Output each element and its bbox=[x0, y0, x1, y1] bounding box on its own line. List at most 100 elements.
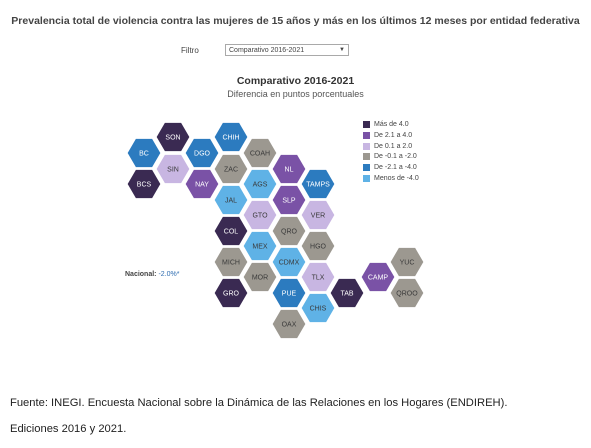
state-hex-son[interactable]: SON bbox=[155, 121, 191, 153]
state-hex-shape bbox=[155, 153, 191, 185]
state-hex-shape bbox=[184, 137, 220, 169]
state-hex-cdmx[interactable]: CDMX bbox=[271, 246, 307, 278]
legend-label: De -0.1 a -2.0 bbox=[374, 153, 417, 161]
state-hex-shape bbox=[242, 230, 278, 262]
state-hex-shape bbox=[271, 246, 307, 278]
filter-label: Filtro bbox=[181, 46, 199, 55]
state-hex-label: SLP bbox=[282, 198, 296, 205]
state-hex-chih[interactable]: CHIH bbox=[213, 121, 249, 153]
state-hex-label: JAL bbox=[225, 198, 237, 205]
state-hex-hgo[interactable]: HGO bbox=[300, 230, 336, 262]
state-hex-pue[interactable]: PUE bbox=[271, 277, 307, 309]
legend-label: Menos de -4.0 bbox=[374, 174, 419, 182]
state-hex-shape bbox=[242, 168, 278, 200]
state-hex-chis[interactable]: CHIS bbox=[300, 292, 336, 324]
state-hex-shape bbox=[242, 137, 278, 169]
source-note: Fuente: INEGI. Encuesta Nacional sobre l… bbox=[10, 390, 507, 442]
state-hex-shape bbox=[242, 199, 278, 231]
state-hex-coah[interactable]: COAH bbox=[242, 137, 278, 169]
state-hex-label: GRO bbox=[223, 291, 240, 298]
state-hex-gto[interactable]: GTO bbox=[242, 199, 278, 231]
legend-swatch bbox=[363, 153, 370, 161]
state-hex-shape bbox=[389, 246, 425, 278]
state-hex-shape bbox=[271, 277, 307, 309]
state-hex-qro[interactable]: QRO bbox=[271, 215, 307, 247]
state-hex-nl[interactable]: NL bbox=[271, 153, 307, 185]
state-hex-nay[interactable]: NAY bbox=[184, 168, 220, 200]
state-hex-label: SON bbox=[165, 135, 180, 142]
state-hex-slp[interactable]: SLP bbox=[271, 184, 307, 216]
state-hex-tlx[interactable]: TLX bbox=[300, 261, 336, 293]
chart-subtitle: Diferencia en puntos porcentuales bbox=[227, 89, 364, 99]
state-hex-oax[interactable]: OAX bbox=[271, 308, 307, 340]
state-hex-tamps[interactable]: TAMPS bbox=[300, 168, 336, 200]
state-hex-dgo[interactable]: DGO bbox=[184, 137, 220, 169]
state-hex-shape bbox=[300, 168, 336, 200]
state-hex-shape bbox=[213, 277, 249, 309]
state-hex-label: YUC bbox=[400, 260, 415, 267]
state-hex-qroo[interactable]: QROO bbox=[389, 277, 425, 309]
state-hex-label: QRO bbox=[281, 229, 298, 236]
state-hex-shape bbox=[300, 199, 336, 231]
state-hex-shape bbox=[271, 184, 307, 216]
state-hex-mex[interactable]: MEX bbox=[242, 230, 278, 262]
filter-dropdown-value: Comparativo 2016-2021 bbox=[229, 47, 305, 54]
state-hex-shape bbox=[126, 137, 162, 169]
state-hex-shape bbox=[389, 277, 425, 309]
state-hex-label: COAH bbox=[250, 151, 270, 158]
state-hex-ver[interactable]: VER bbox=[300, 199, 336, 231]
state-hex-label: MICH bbox=[222, 260, 240, 267]
legend-swatch bbox=[363, 164, 370, 172]
state-hex-tab[interactable]: TAB bbox=[329, 277, 365, 309]
page-title: Prevalencia total de violencia contra la… bbox=[11, 15, 580, 27]
state-hex-label: QROO bbox=[396, 291, 418, 298]
chevron-down-icon: ▼ bbox=[339, 47, 345, 53]
state-hex-shape bbox=[271, 215, 307, 247]
state-hex-label: NAY bbox=[195, 182, 209, 189]
filter-dropdown[interactable]: Comparativo 2016-2021 ▼ bbox=[225, 44, 349, 56]
state-hex-label: TLX bbox=[312, 275, 325, 282]
state-hex-shape bbox=[213, 121, 249, 153]
state-hex-shape bbox=[242, 261, 278, 293]
national-label: Nacional: bbox=[125, 271, 157, 278]
state-hex-shape bbox=[213, 153, 249, 185]
state-hex-col[interactable]: COL bbox=[213, 215, 249, 247]
legend-swatch bbox=[363, 121, 370, 128]
state-hex-mich[interactable]: MICH bbox=[213, 246, 249, 278]
state-hex-shape bbox=[360, 261, 396, 293]
legend-swatch bbox=[363, 174, 370, 182]
state-hex-shape bbox=[271, 308, 307, 340]
state-hex-zac[interactable]: ZAC bbox=[213, 153, 249, 185]
state-hex-label: OAX bbox=[282, 322, 297, 329]
legend-swatch bbox=[363, 131, 370, 139]
state-hex-ags[interactable]: AGS bbox=[242, 168, 278, 200]
state-hex-label: VER bbox=[311, 213, 325, 220]
state-hex-camp[interactable]: CAMP bbox=[360, 261, 396, 293]
state-hex-bcs[interactable]: BCS bbox=[126, 168, 162, 200]
state-hex-shape bbox=[184, 168, 220, 200]
state-hex-mor[interactable]: MOR bbox=[242, 261, 278, 293]
legend-label: De -2.1 a -4.0 bbox=[374, 164, 417, 172]
state-hex-shape bbox=[213, 184, 249, 216]
state-hex-label: TAB bbox=[340, 291, 353, 298]
state-hex-label: CAMP bbox=[368, 275, 389, 282]
state-hex-shape bbox=[300, 230, 336, 262]
state-hex-label: MOR bbox=[252, 275, 268, 282]
state-hex-label: AGS bbox=[253, 182, 268, 189]
state-hex-label: NL bbox=[285, 167, 294, 174]
state-hex-sin[interactable]: SIN bbox=[155, 153, 191, 185]
state-hex-label: PUE bbox=[282, 291, 297, 298]
state-hex-yuc[interactable]: YUC bbox=[389, 246, 425, 278]
state-hex-label: DGO bbox=[194, 151, 211, 158]
national-indicator: Nacional: -2.0%* bbox=[125, 271, 179, 278]
state-hex-shape bbox=[300, 261, 336, 293]
state-hex-label: COL bbox=[224, 229, 239, 236]
state-hex-bc[interactable]: BC bbox=[126, 137, 162, 169]
state-hex-label: CDMX bbox=[279, 260, 300, 267]
state-hex-gro[interactable]: GRO bbox=[213, 277, 249, 309]
state-hex-label: ZAC bbox=[224, 167, 238, 174]
state-hex-jal[interactable]: JAL bbox=[213, 184, 249, 216]
state-hex-label: BC bbox=[139, 151, 149, 158]
legend-label: Más de 4.0 bbox=[374, 121, 409, 128]
